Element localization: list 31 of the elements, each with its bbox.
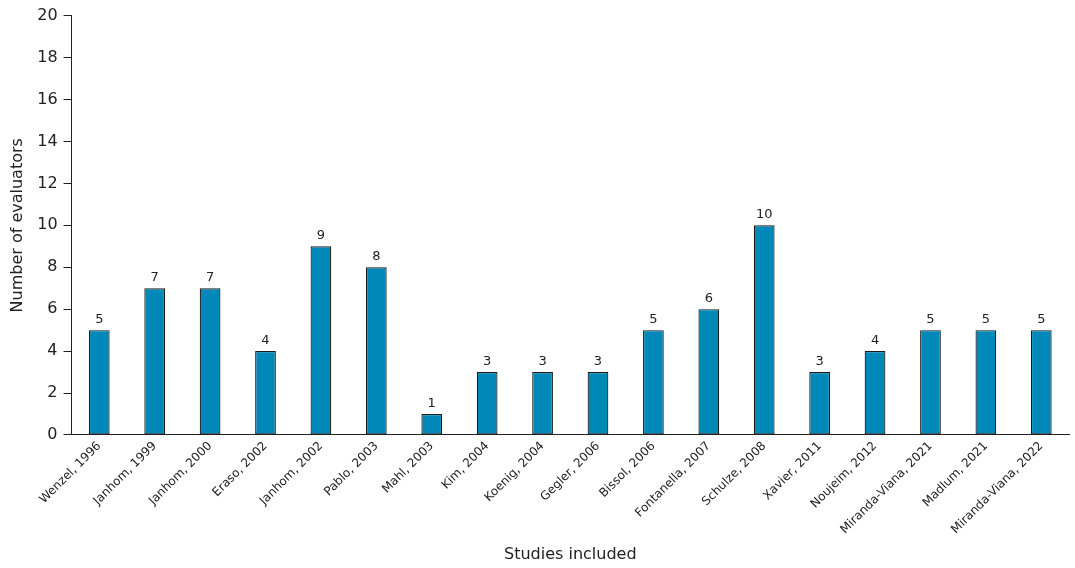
y-tick-label: 0 — [47, 424, 58, 444]
data-label: 7 — [205, 269, 215, 285]
data-label: 7 — [150, 269, 159, 285]
data-label: 1 — [427, 394, 436, 410]
data-label: 3 — [483, 352, 492, 368]
data-label: 6 — [704, 290, 713, 306]
y-tick-label: 14 — [37, 130, 58, 150]
y-tick-label: 2 — [47, 382, 58, 402]
data-label: 5 — [926, 311, 935, 327]
data-label: 3 — [538, 352, 547, 368]
y-tick-label: 10 — [37, 214, 58, 234]
data-label: 5 — [1037, 311, 1046, 327]
y-tick-label: 4 — [47, 340, 58, 360]
y-tick-label: 16 — [37, 88, 58, 108]
y-tick-label: 6 — [47, 298, 58, 318]
data-label: 3 — [593, 352, 603, 368]
data-label: 4 — [870, 331, 880, 347]
y-tick-label: 20 — [37, 4, 58, 24]
data-label: 3 — [815, 352, 824, 368]
data-label: 4 — [261, 331, 270, 347]
data-label: 8 — [372, 248, 381, 264]
data-label: 5 — [981, 311, 991, 327]
data-label: 5 — [95, 311, 104, 327]
y-tick-label: 12 — [37, 172, 58, 192]
y-tick-label: 18 — [37, 46, 58, 66]
x-axis-title: Studies included — [504, 543, 637, 563]
y-tick-label: 8 — [47, 256, 58, 276]
data-label: 5 — [649, 311, 658, 327]
data-label: 9 — [316, 227, 326, 243]
y-axis-title: Number of evaluators — [6, 138, 26, 313]
data-label: 10 — [755, 206, 773, 222]
